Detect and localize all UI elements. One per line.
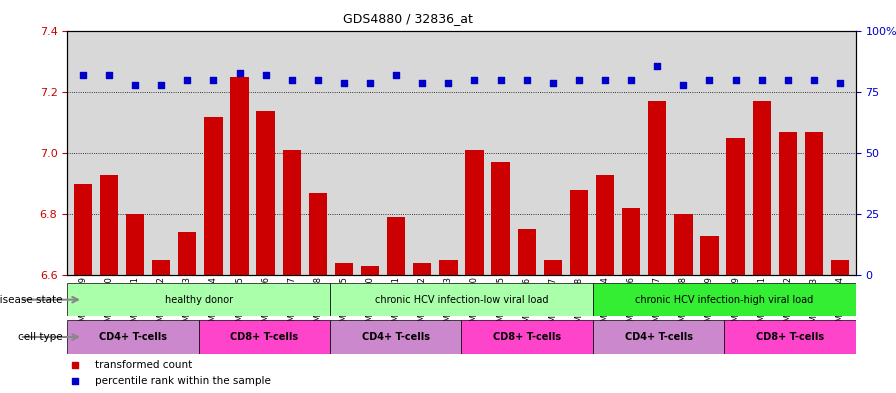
Bar (622, 208, 641, 275)
Bar (413, 263, 431, 275)
Text: chronic HCV infection-high viral load: chronic HCV infection-high viral load (635, 295, 814, 305)
Point (676, 82, 691, 88)
Bar (439, 260, 458, 275)
Point (546, 79, 560, 86)
Bar (330, 320, 461, 354)
Bar (99, 174, 118, 275)
Point (572, 77, 586, 83)
Bar (461, 320, 593, 354)
Bar (701, 235, 719, 275)
Text: percentile rank within the sample: percentile rank within the sample (95, 376, 271, 386)
Bar (596, 174, 614, 275)
Bar (282, 150, 301, 275)
Bar (330, 283, 593, 316)
Bar (544, 260, 562, 275)
Point (102, 72, 116, 79)
Point (833, 79, 848, 86)
Bar (178, 232, 196, 275)
Point (520, 77, 534, 83)
Bar (753, 101, 771, 275)
Point (624, 77, 638, 83)
Point (598, 77, 612, 83)
Text: CD8+ T-cells: CD8+ T-cells (756, 332, 824, 342)
Point (232, 70, 246, 76)
Bar (152, 260, 170, 275)
Point (154, 82, 168, 88)
Point (780, 77, 795, 83)
Point (754, 77, 769, 83)
Text: CD4+ T-cells: CD4+ T-cells (625, 332, 693, 342)
Point (650, 62, 665, 69)
Point (389, 72, 403, 79)
Point (415, 79, 429, 86)
Text: CD4+ T-cells: CD4+ T-cells (362, 332, 430, 342)
Bar (361, 266, 379, 275)
Point (285, 77, 299, 83)
Point (258, 72, 272, 79)
Point (494, 77, 508, 83)
Bar (779, 132, 797, 275)
Point (75, 72, 90, 79)
Point (206, 77, 220, 83)
Bar (67, 283, 330, 316)
Point (311, 77, 325, 83)
Point (468, 77, 482, 83)
Text: healthy donor: healthy donor (165, 295, 233, 305)
Point (128, 82, 142, 88)
Point (702, 77, 717, 83)
Text: CD8+ T-cells: CD8+ T-cells (230, 332, 298, 342)
Bar (831, 260, 849, 275)
Bar (570, 190, 588, 275)
Text: chronic HCV infection-low viral load: chronic HCV infection-low viral load (375, 295, 548, 305)
Bar (199, 320, 330, 354)
Point (363, 79, 377, 86)
Text: transformed count: transformed count (95, 360, 192, 371)
Bar (387, 217, 405, 275)
Bar (724, 320, 856, 354)
Point (68, 362, 82, 369)
Text: CD4+ T-cells: CD4+ T-cells (99, 332, 167, 342)
Text: GDS4880 / 32836_at: GDS4880 / 32836_at (343, 12, 472, 25)
Bar (465, 150, 484, 275)
Bar (727, 138, 745, 275)
Bar (256, 111, 275, 275)
Point (337, 79, 351, 86)
Point (180, 77, 194, 83)
Point (441, 79, 455, 86)
Point (806, 77, 821, 83)
Bar (805, 132, 823, 275)
Point (68, 378, 82, 384)
Bar (492, 162, 510, 275)
Text: CD8+ T-cells: CD8+ T-cells (493, 332, 561, 342)
Bar (73, 184, 92, 275)
Bar (126, 214, 144, 275)
Point (728, 77, 743, 83)
Bar (67, 320, 199, 354)
Text: cell type: cell type (18, 332, 63, 342)
Bar (674, 214, 693, 275)
Bar (309, 193, 327, 275)
Text: disease state: disease state (0, 295, 63, 305)
Bar (204, 117, 222, 275)
Bar (593, 320, 724, 354)
Bar (230, 77, 249, 275)
Bar (648, 101, 667, 275)
Bar (335, 263, 353, 275)
Bar (593, 283, 856, 316)
Bar (518, 230, 536, 275)
